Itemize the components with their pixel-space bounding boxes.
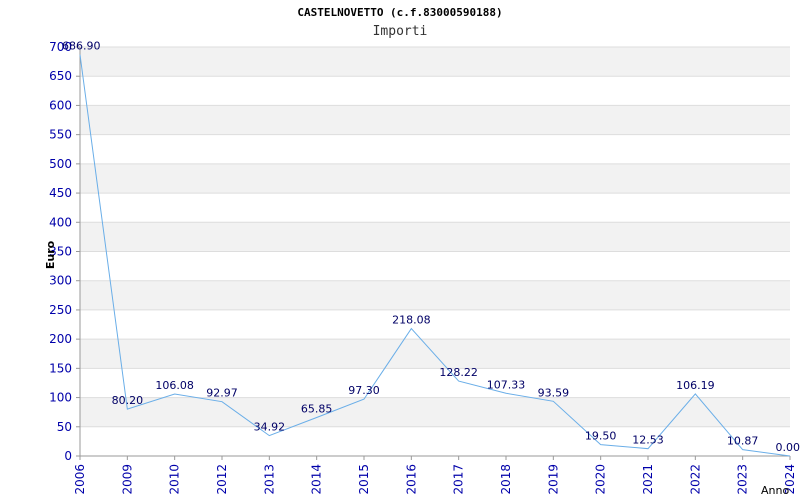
x-tick-label: 2023 <box>736 464 750 495</box>
plot-background <box>80 47 790 456</box>
y-tick-label: 300 <box>49 274 72 288</box>
data-label: 0.00 <box>776 441 800 454</box>
x-axis-label: Anno <box>761 484 789 497</box>
data-label: 218.08 <box>392 314 431 327</box>
x-tick-label: 2021 <box>641 464 655 495</box>
y-tick-label: 0 <box>64 449 72 463</box>
x-tick-label: 2017 <box>452 464 466 495</box>
x-tick-label: 2012 <box>215 464 229 495</box>
data-label: 106.19 <box>676 379 715 392</box>
x-tick-label: 2022 <box>688 464 702 495</box>
y-tick-label: 150 <box>49 361 72 375</box>
plot-band <box>80 47 790 77</box>
plot-band <box>80 368 790 398</box>
x-tick-label: 2024 <box>783 464 797 495</box>
y-tick-label: 350 <box>49 245 72 259</box>
x-tick-label: 2020 <box>594 464 608 495</box>
y-axis-label: Euro <box>44 240 57 269</box>
y-tick-labels: 0 50 100 150 200 250 300 350 400 450 500 550 600 650 7… <box>49 40 72 463</box>
x-tick-label: 2013 <box>262 464 276 495</box>
x-tick-label: 2010 <box>168 464 182 495</box>
plot-band <box>80 76 790 106</box>
x-tick-label: 2009 <box>120 464 134 495</box>
data-label: 128.22 <box>439 366 478 379</box>
x-tick-label: 2015 <box>357 464 371 495</box>
chart-title: CASTELNOVETTO (c.f.83000590188) <box>297 6 503 19</box>
plot-band <box>80 309 790 340</box>
data-label: 34.92 <box>254 421 286 434</box>
data-label: 19.50 <box>585 430 617 443</box>
plot-band <box>80 134 790 164</box>
y-tick-label: 100 <box>49 391 72 405</box>
data-labels: 686.90 80.20 106.08 92.97 34.92 65.85 97.30 218… <box>62 40 800 454</box>
x-tick-label: 2006 <box>73 464 87 495</box>
data-label: 65.85 <box>301 403 333 416</box>
y-tick-label: 600 <box>49 98 72 112</box>
plot-band <box>80 280 790 310</box>
y-tick-label: 500 <box>49 157 72 171</box>
y-tick-label: 700 <box>49 40 72 54</box>
plot-band <box>80 193 790 223</box>
plot-band <box>80 105 790 135</box>
data-label: 10.87 <box>727 435 759 448</box>
data-label: 93.59 <box>538 386 570 399</box>
data-label: 12.53 <box>632 434 664 447</box>
data-label: 92.97 <box>206 387 238 400</box>
y-tick-label: 400 <box>49 215 72 229</box>
x-tick-label: 2014 <box>310 464 324 495</box>
data-label: 97.30 <box>348 384 380 397</box>
plot-band <box>80 426 790 456</box>
y-tick-label: 550 <box>49 128 72 142</box>
data-label: 106.08 <box>155 379 194 392</box>
plot-band <box>80 222 790 252</box>
chart-subtitle: Importi <box>372 24 428 39</box>
x-tick-label: 2016 <box>404 464 418 495</box>
plot-band <box>80 163 790 194</box>
x-tick-labels: 2006 2009 2010 2012 2013 2014 2015 2016 2017 2018… <box>73 464 797 495</box>
y-tick-label: 200 <box>49 332 72 346</box>
x-tick-label: 2019 <box>546 464 560 495</box>
plot-band <box>80 339 790 369</box>
data-label: 686.90 <box>62 40 101 53</box>
y-tick-label: 450 <box>49 186 72 200</box>
plot-band <box>80 397 790 427</box>
data-label: 107.33 <box>487 378 526 391</box>
y-tick-label: 50 <box>57 420 72 434</box>
x-tick-label: 2018 <box>499 464 513 495</box>
plot-band <box>80 251 790 281</box>
y-tick-label: 250 <box>49 303 72 317</box>
series-line <box>79 54 791 457</box>
data-label: 80.20 <box>112 394 144 407</box>
y-tick-label: 650 <box>49 69 72 83</box>
